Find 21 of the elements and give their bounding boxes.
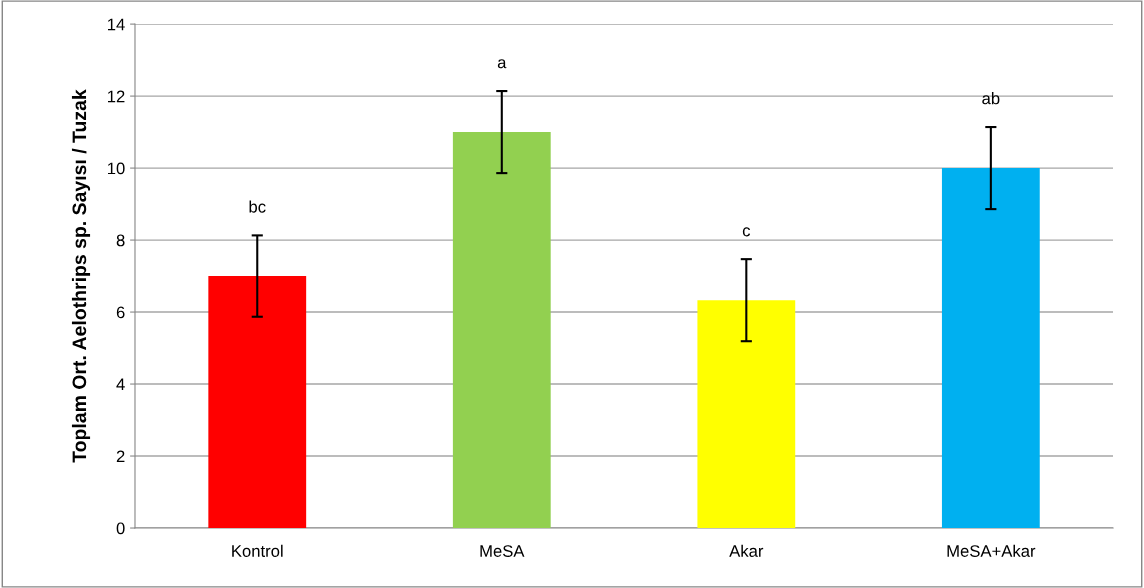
- annotation: bc: [249, 200, 266, 213]
- y-tick-label: 4: [116, 378, 125, 391]
- bar: [208, 276, 307, 529]
- x-tick-label: MeSA: [480, 545, 525, 557]
- y-tick-label: 10: [108, 162, 125, 175]
- x-tick-label: MeSA+Akar: [947, 544, 1036, 557]
- y-tick-label: 6: [116, 306, 125, 319]
- x-tick-label: Kontrol: [232, 544, 283, 557]
- y-axis-title: Toplam Ort. Aelothrips sp. Sayısı / Tuzak: [71, 89, 91, 463]
- bar: [452, 132, 551, 529]
- y-tick-label: 12: [108, 90, 125, 103]
- y-tick-label: 8: [116, 234, 125, 247]
- x-tick-label: Akar: [729, 544, 764, 557]
- y-tick-label: 0: [116, 522, 125, 535]
- bar: [941, 168, 1040, 529]
- annotation: c: [742, 227, 751, 237]
- annotation: ab: [982, 92, 1000, 105]
- annotation: a: [497, 59, 507, 69]
- y-tick-label: 14: [108, 18, 125, 31]
- bar: [697, 300, 796, 529]
- y-tick-label: 2: [116, 450, 125, 463]
